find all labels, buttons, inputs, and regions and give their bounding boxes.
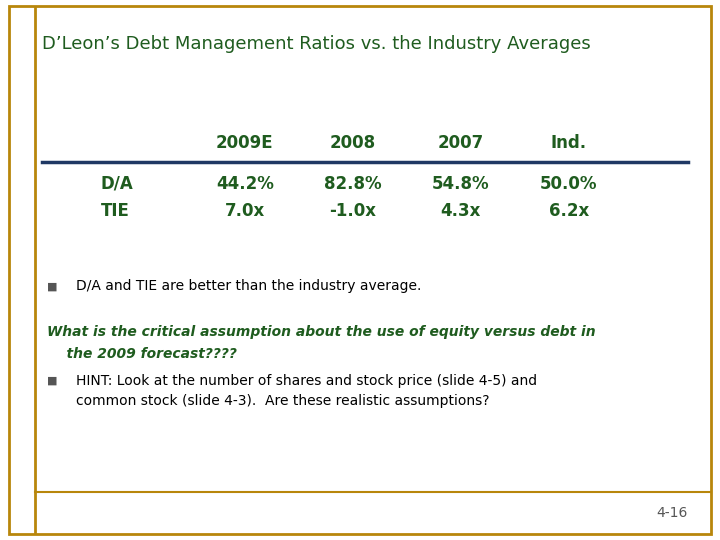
Text: ■: ■	[47, 376, 58, 386]
Text: 4-16: 4-16	[656, 506, 688, 520]
Text: 7.0x: 7.0x	[225, 201, 265, 220]
Text: 54.8%: 54.8%	[432, 174, 490, 193]
Text: 82.8%: 82.8%	[324, 174, 382, 193]
Text: ■: ■	[47, 281, 58, 291]
Text: 4.3x: 4.3x	[441, 201, 481, 220]
Text: What is the critical assumption about the use of equity versus debt in: What is the critical assumption about th…	[47, 325, 595, 339]
Text: 2007: 2007	[438, 134, 484, 152]
Text: -1.0x: -1.0x	[329, 201, 377, 220]
Text: D/A: D/A	[101, 174, 133, 193]
Text: TIE: TIE	[101, 201, 130, 220]
Text: D/A and TIE are better than the industry average.: D/A and TIE are better than the industry…	[76, 279, 421, 293]
Text: D’Leon’s Debt Management Ratios vs. the Industry Averages: D’Leon’s Debt Management Ratios vs. the …	[42, 35, 590, 53]
Text: common stock (slide 4-3).  Are these realistic assumptions?: common stock (slide 4-3). Are these real…	[76, 394, 489, 408]
Text: the 2009 forecast????: the 2009 forecast????	[47, 347, 237, 361]
Text: Ind.: Ind.	[551, 134, 587, 152]
Text: HINT: Look at the number of shares and stock price (slide 4-5) and: HINT: Look at the number of shares and s…	[76, 374, 536, 388]
Text: 2009E: 2009E	[216, 134, 274, 152]
Text: 2008: 2008	[330, 134, 376, 152]
Text: 44.2%: 44.2%	[216, 174, 274, 193]
Text: 6.2x: 6.2x	[549, 201, 589, 220]
Text: 50.0%: 50.0%	[540, 174, 598, 193]
